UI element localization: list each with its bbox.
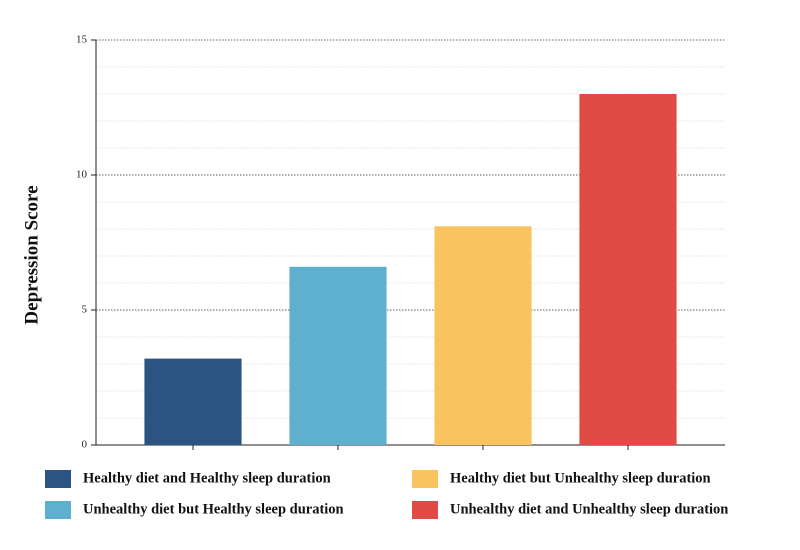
legend-swatch [412,470,438,488]
y-tick-label: 0 [82,439,88,451]
bar [289,266,387,445]
y-axis-label: Depression Score [21,185,42,324]
bar [434,226,532,445]
legend-label: Unhealthy diet but Healthy sleep duratio… [83,501,344,517]
y-tick-label: 10 [76,169,88,181]
legend-label: Healthy diet and Healthy sleep duration [83,470,331,486]
y-tick-label: 5 [82,304,88,316]
legend-swatch [412,501,438,519]
y-tick-label: 15 [76,34,88,46]
legend-label: Unhealthy diet and Unhealthy sleep durat… [450,501,728,517]
legend-label: Healthy diet but Unhealthy sleep duratio… [450,470,711,486]
legend-swatch [45,501,71,519]
legend-swatch [45,470,71,488]
bar [579,94,677,445]
bar [144,358,242,445]
